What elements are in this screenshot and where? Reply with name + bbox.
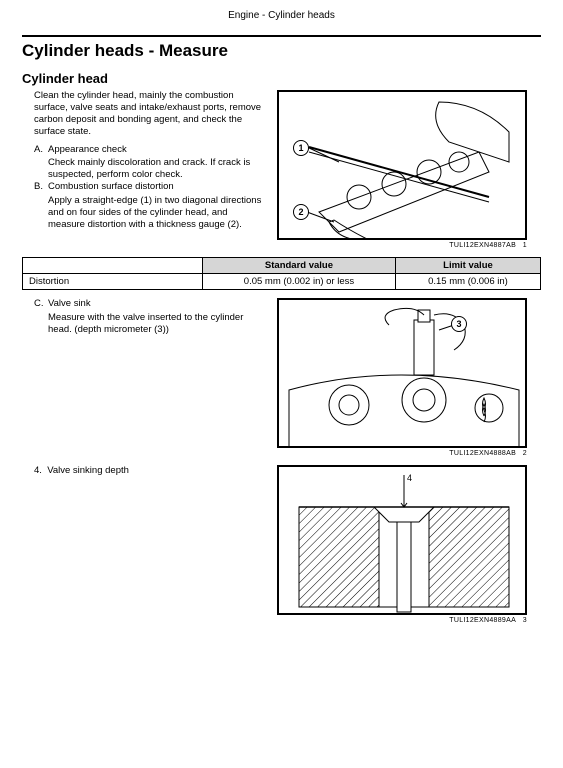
item-c-marker: C. bbox=[34, 298, 48, 310]
row-label: Distortion bbox=[23, 274, 203, 290]
item-b: B.Combustion surface distortion bbox=[22, 181, 267, 193]
figure-3-svg: 4 bbox=[279, 467, 527, 615]
figure-1-caption: TULI12EXN4887AB 1 bbox=[277, 242, 527, 249]
callout-2: 2 bbox=[293, 204, 309, 220]
figure-3-caption: TULI12EXN4889AA 3 bbox=[277, 617, 527, 624]
figure-2-svg bbox=[279, 300, 527, 448]
step-4-marker: 4. bbox=[34, 465, 42, 476]
callout-1: 1 bbox=[293, 140, 309, 156]
figure-2-caption: TULI12EXN4888AB 2 bbox=[277, 450, 527, 457]
page-header: Engine - Cylinder heads bbox=[22, 10, 541, 21]
item-a-body: Check mainly discoloration and crack. If… bbox=[22, 157, 267, 181]
row-std: 0.05 mm (0.002 in) or less bbox=[203, 274, 396, 290]
figure-1-svg bbox=[279, 92, 527, 240]
item-b-body: Apply a straight-edge (1) in two diagona… bbox=[22, 195, 267, 231]
step-4: 4. Valve sinking depth bbox=[22, 465, 267, 477]
item-b-marker: B. bbox=[34, 181, 48, 193]
item-c: C.Valve sink bbox=[22, 298, 267, 310]
row-lim: 0.15 mm (0.006 in) bbox=[395, 274, 540, 290]
item-a: A.Appearance check bbox=[22, 144, 267, 156]
col-standard: Standard value bbox=[203, 258, 396, 274]
svg-text:4: 4 bbox=[407, 473, 412, 483]
intro-text: Clean the cylinder head, mainly the comb… bbox=[22, 90, 267, 138]
figure-1: 1 2 bbox=[277, 90, 527, 240]
figure-3: 4 bbox=[277, 465, 527, 615]
callout-3: 3 bbox=[451, 316, 467, 332]
item-c-body: Measure with the valve inserted to the c… bbox=[22, 312, 267, 336]
spec-table: Standard value Limit value Distortion 0.… bbox=[22, 257, 541, 290]
item-b-title: Combustion surface distortion bbox=[48, 181, 174, 192]
step-4-label: Valve sinking depth bbox=[47, 465, 129, 476]
item-a-title: Appearance check bbox=[48, 144, 127, 155]
page-title: Cylinder heads - Measure bbox=[22, 41, 541, 61]
item-a-marker: A. bbox=[34, 144, 48, 156]
section-heading: Cylinder head bbox=[22, 71, 541, 86]
divider bbox=[22, 35, 541, 37]
figure-2: 3 bbox=[277, 298, 527, 448]
col-limit: Limit value bbox=[395, 258, 540, 274]
item-c-title: Valve sink bbox=[48, 298, 91, 309]
